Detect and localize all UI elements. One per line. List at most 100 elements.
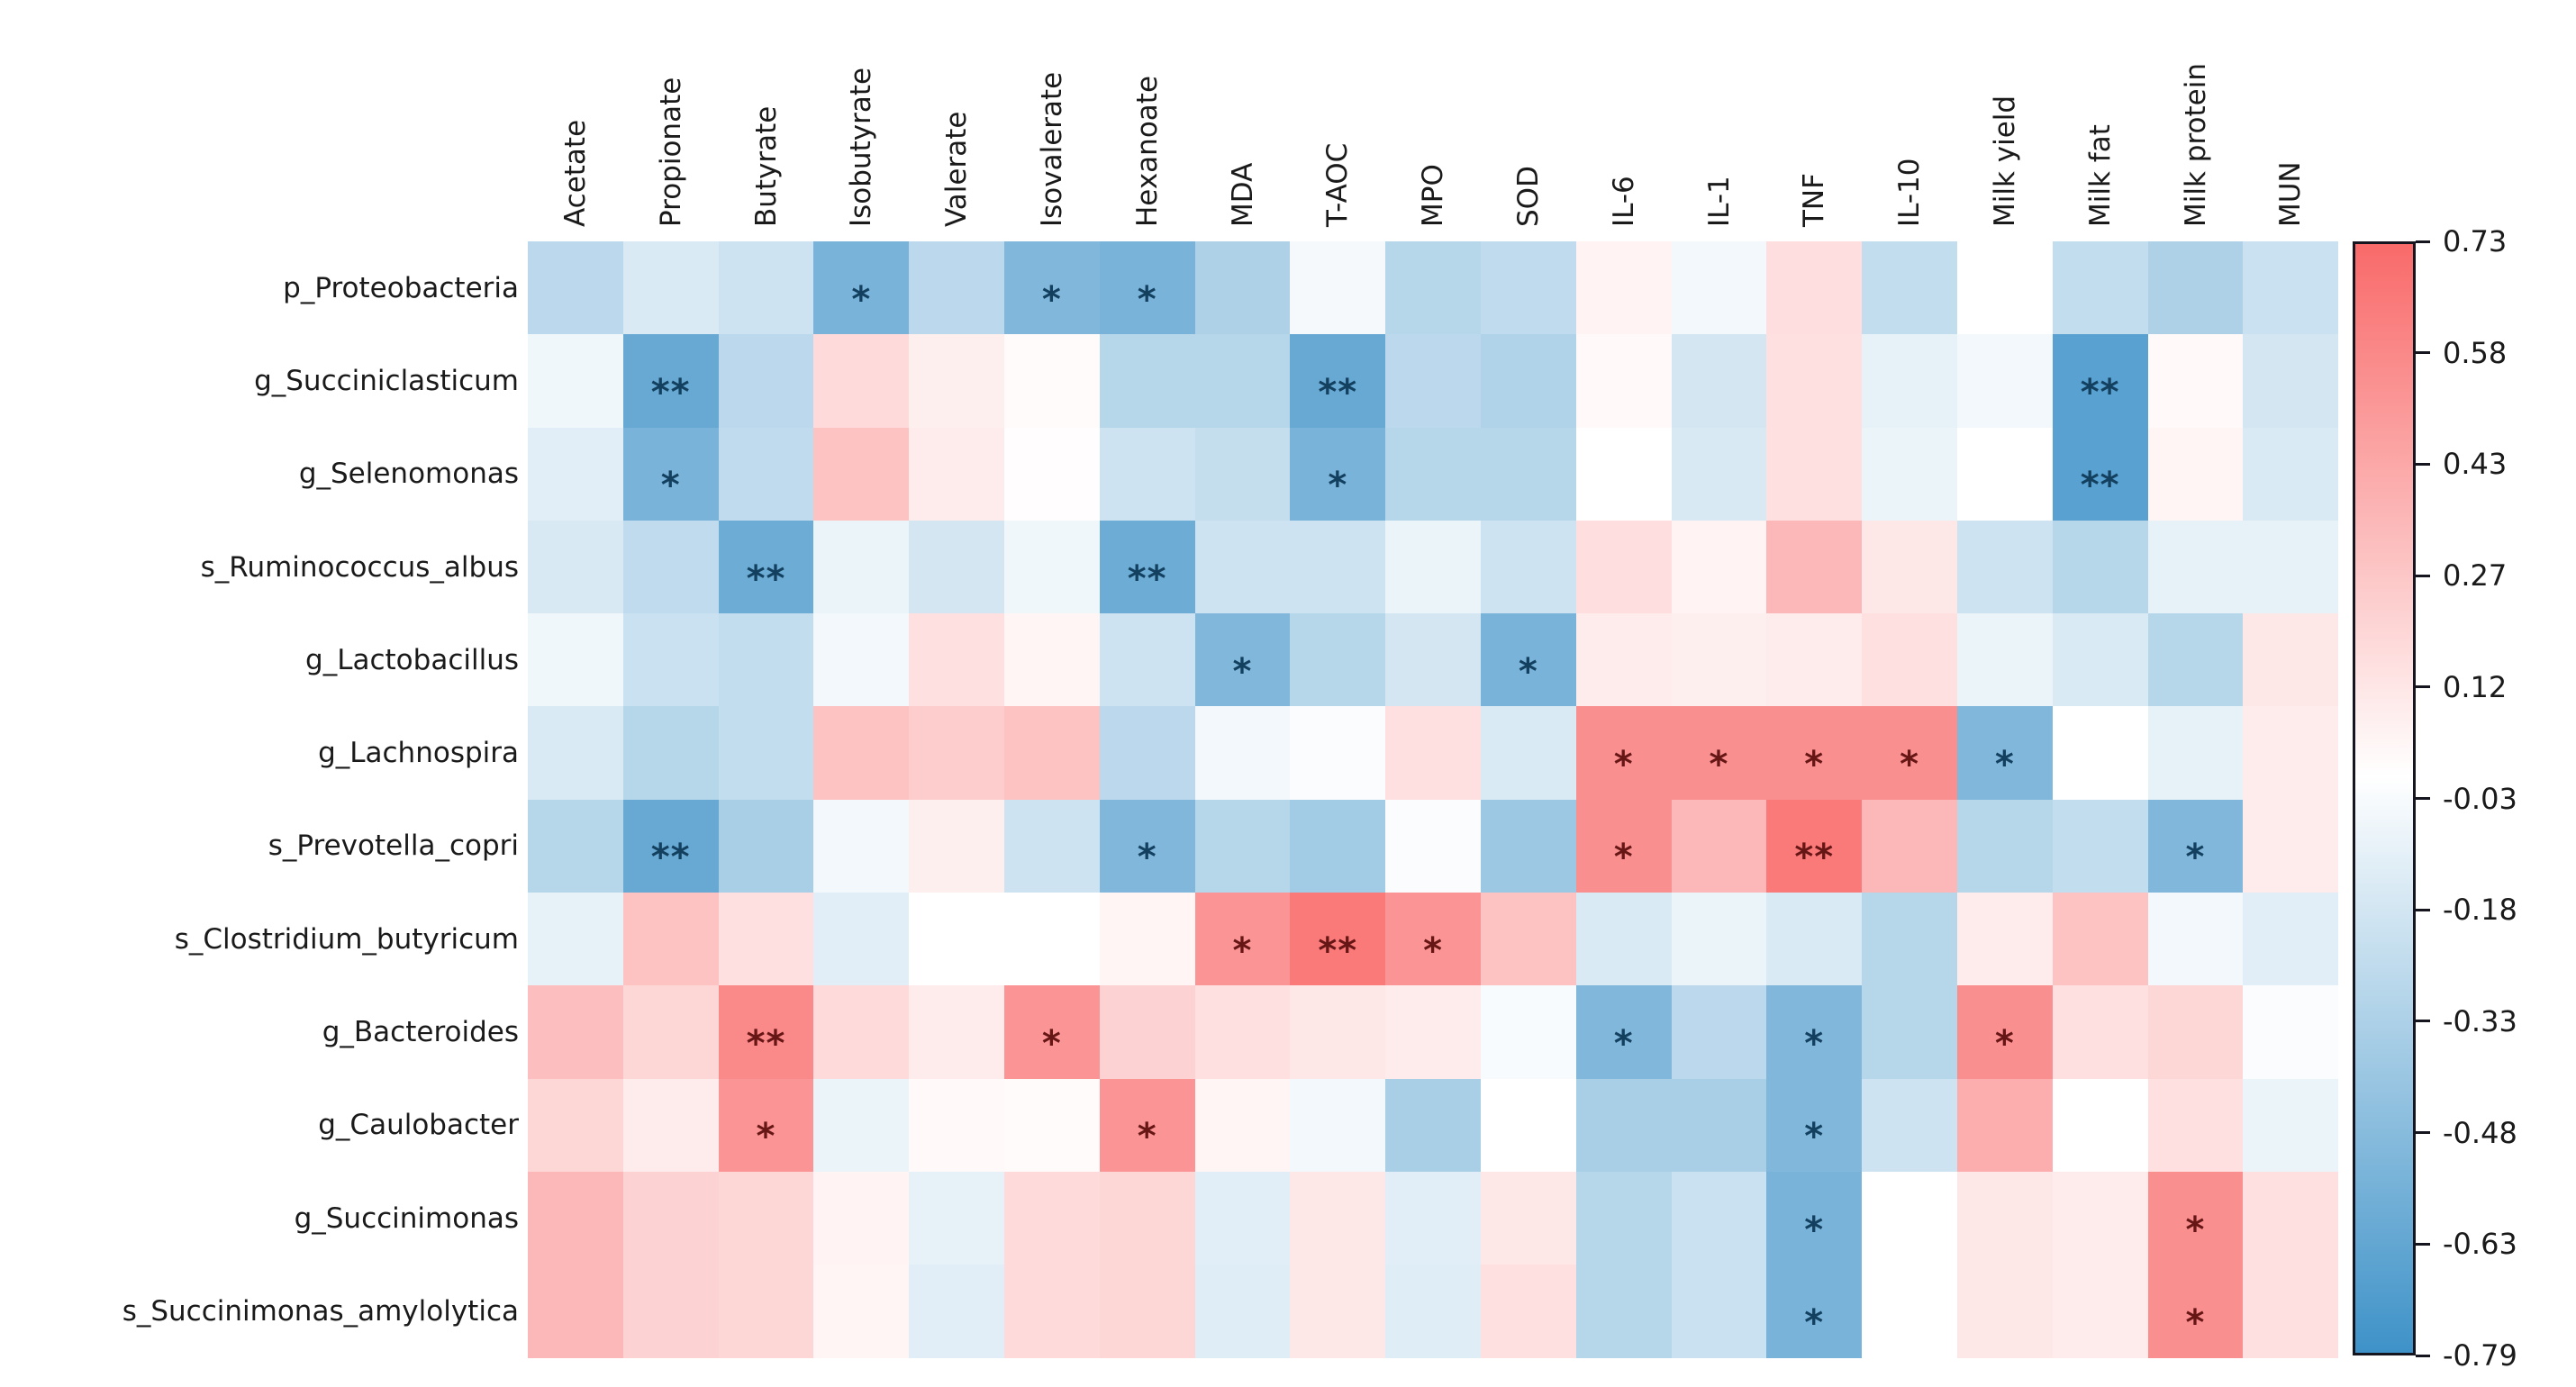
column-label: Propionate: [654, 77, 687, 227]
column-label: Valerate: [940, 111, 974, 227]
heatmap-cell: [1862, 520, 1957, 614]
heatmap-cell: [1385, 613, 1481, 707]
heatmap-cell: [622, 706, 719, 800]
heatmap-cell: [1099, 893, 1195, 986]
heatmap-cell: *: [718, 1078, 814, 1172]
heatmap-cell: [622, 1265, 719, 1358]
heatmap-cell: **: [1099, 520, 1195, 614]
heatmap-cell: [2243, 427, 2339, 521]
row-label: s_Ruminococcus_albus: [200, 550, 519, 584]
heatmap-cell: *: [1862, 706, 1957, 800]
heatmap-cell: [2243, 893, 2339, 986]
heatmap-cell: [1671, 799, 1767, 893]
heatmap-cell: [2052, 241, 2148, 335]
heatmap-cell: [1003, 893, 1100, 986]
column-label: MPO: [1417, 164, 1450, 227]
heatmap-cell: [1671, 520, 1767, 614]
heatmap-cell: [1956, 334, 2053, 428]
heatmap-cell: [1862, 427, 1957, 521]
heatmap-cell: [1671, 985, 1767, 1079]
heatmap-cell: [1575, 427, 1672, 521]
heatmap-cell: [1862, 985, 1957, 1079]
heatmap-cell: [909, 613, 1004, 707]
heatmap-cell: [1671, 427, 1767, 521]
heatmap-cell: [2243, 1265, 2339, 1358]
heatmap-cell: [1862, 613, 1957, 707]
heatmap-cell: [1671, 1078, 1767, 1172]
heatmap-cell: *: [1003, 241, 1100, 335]
heatmap-cell: [1671, 334, 1767, 428]
column-label: Milk yield: [1988, 95, 2021, 227]
heatmap-cell: **: [1290, 893, 1386, 986]
heatmap-cell: [813, 985, 910, 1079]
heatmap-cell: [622, 1171, 719, 1265]
heatmap-cell: [1480, 706, 1576, 800]
colorbar-tick-mark: [2416, 351, 2430, 355]
heatmap-cell: [2243, 1171, 2339, 1265]
column-label: Hexanoate: [1130, 75, 1164, 227]
heatmap-cell: [1194, 1078, 1291, 1172]
heatmap-cell: [1575, 520, 1672, 614]
heatmap-cell: [2052, 985, 2148, 1079]
heatmap-cell: [1862, 334, 1957, 428]
heatmap-cell: [528, 799, 623, 893]
heatmap-cell: [1956, 1265, 2053, 1358]
heatmap-cell: [1194, 1171, 1291, 1265]
heatmap-cell: [2147, 241, 2244, 335]
heatmap-cell: *: [1385, 893, 1481, 986]
heatmap-cell: [622, 893, 719, 986]
heatmap-cell: [2147, 1078, 2244, 1172]
heatmap-cell: **: [2052, 334, 2148, 428]
heatmap-cell: [2052, 1078, 2148, 1172]
heatmap-cell: [2243, 985, 2339, 1079]
heatmap-cell: [528, 985, 623, 1079]
heatmap-cell: [1194, 334, 1291, 428]
heatmap-cell: [1956, 1078, 2053, 1172]
row-label: s_Prevotella_copri: [268, 829, 519, 863]
heatmap-cell: [1766, 520, 1863, 614]
heatmap-cell: [1194, 520, 1291, 614]
heatmap-cell: *: [1003, 985, 1100, 1079]
heatmap-cell: [1862, 893, 1957, 986]
heatmap-cell: [1575, 1171, 1672, 1265]
heatmap-cell: [1671, 241, 1767, 335]
heatmap-cell: [528, 706, 623, 800]
heatmap-cell: [1194, 706, 1291, 800]
colorbar-tick-mark: [2416, 1131, 2430, 1135]
heatmap-cell: [2052, 520, 2148, 614]
row-label: p_Proteobacteria: [283, 271, 519, 304]
heatmap-cell: [2243, 334, 2339, 428]
heatmap-cell: [813, 893, 910, 986]
column-label: SOD: [1511, 166, 1545, 227]
heatmap-cell: **: [718, 985, 814, 1079]
column-label: Acetate: [558, 119, 592, 227]
heatmap-cell: [1099, 985, 1195, 1079]
heatmap-cell: [1003, 427, 1100, 521]
row-label: g_Lactobacillus: [305, 643, 519, 676]
colorbar-tick-label: -0.18: [2443, 893, 2517, 928]
heatmap-cell: [1862, 1078, 1957, 1172]
heatmap-cell: *: [1099, 1078, 1195, 1172]
row-label: g_Caulobacter: [318, 1109, 519, 1142]
heatmap-grid: * * * ** ** ** * * ** ** ** * * * * * * * ** * * ** * * ** * ** * * *…: [528, 241, 2339, 1358]
heatmap-cell: [1290, 1265, 1386, 1358]
heatmap-cell: [909, 334, 1004, 428]
heatmap-cell: [622, 1078, 719, 1172]
heatmap-cell: [1575, 241, 1672, 335]
column-label: IL-6: [1607, 176, 1640, 227]
colorbar-tick-label: -0.48: [2443, 1115, 2517, 1150]
column-label: Milk protein: [2179, 63, 2212, 227]
heatmap-cell: **: [718, 520, 814, 614]
heatmap-cell: [2052, 1171, 2148, 1265]
heatmap-cell: [1956, 613, 2053, 707]
column-label: TNF: [1798, 173, 1831, 227]
heatmap-cell: [622, 985, 719, 1079]
heatmap-cell: [1290, 1078, 1386, 1172]
heatmap-cell: **: [1766, 799, 1863, 893]
heatmap-cell: [1003, 706, 1100, 800]
heatmap-cell: [718, 241, 814, 335]
heatmap-cell: [1003, 1265, 1100, 1358]
row-label: g_Succiniclasticum: [254, 364, 519, 397]
heatmap-cell: [1956, 520, 2053, 614]
